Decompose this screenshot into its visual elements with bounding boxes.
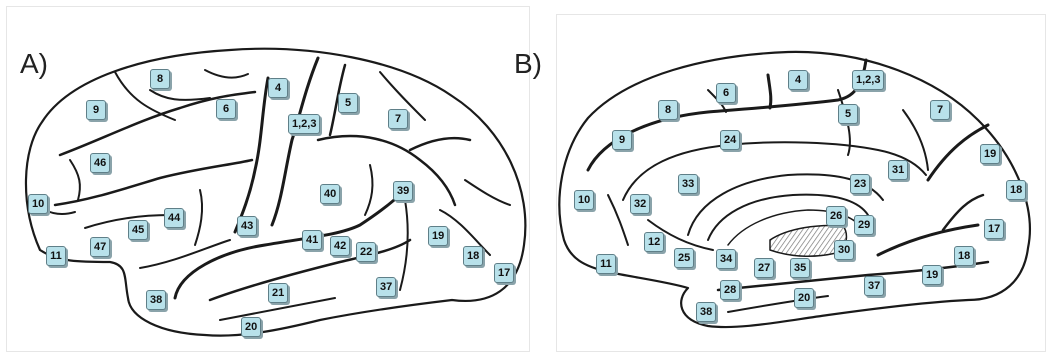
area-label-10: 10 (574, 190, 595, 210)
area-label-6: 6 (716, 83, 736, 103)
area-label-30: 30 (834, 240, 855, 260)
area-label-6: 6 (216, 99, 236, 119)
area-label-4: 4 (788, 70, 808, 90)
area-label-21: 21 (268, 283, 289, 303)
panel-a-label: A) (20, 48, 48, 79)
area-label-8: 8 (658, 100, 678, 120)
area-label-19b: 19 (922, 265, 943, 285)
panel-b-label: B) (514, 48, 542, 79)
area-label-29: 29 (854, 215, 875, 235)
area-label-20: 20 (794, 288, 815, 308)
area-label-4: 4 (268, 78, 288, 98)
lateral-brain-outline (24, 47, 527, 337)
area-label-42: 42 (330, 236, 351, 256)
area-label-37: 37 (376, 277, 397, 297)
area-label-24: 24 (720, 130, 741, 150)
area-label-27: 27 (754, 258, 775, 278)
area-label-35: 35 (790, 258, 811, 278)
area-label-47: 47 (90, 237, 111, 257)
area-label-40: 40 (320, 184, 341, 204)
area-label-5: 5 (338, 93, 358, 113)
area-label-17: 17 (984, 219, 1005, 239)
panel-a-frame (6, 6, 530, 352)
area-label-32: 32 (630, 194, 651, 214)
area-label-10: 10 (28, 194, 49, 214)
panel-b-medial-view: B) (514, 0, 1048, 354)
area-label-41: 41 (302, 230, 323, 250)
area-label-38: 38 (696, 302, 717, 322)
area-label-18: 18 (463, 246, 484, 266)
panel-b-frame (556, 14, 1046, 352)
area-label-1-2-3: 1,2,3 (852, 70, 885, 90)
area-label-1-2-3: 1,2,3 (288, 114, 321, 134)
panel-a-lateral-view: A) (6, 6, 530, 352)
area-label-18: 18 (1006, 180, 1027, 200)
area-label-34: 34 (716, 249, 737, 269)
area-label-38: 38 (146, 290, 167, 310)
area-label-8: 8 (150, 69, 170, 89)
area-label-26: 26 (826, 206, 847, 226)
area-label-11: 11 (46, 246, 66, 266)
area-label-44: 44 (164, 208, 185, 228)
medial-brain-outline (558, 50, 1031, 329)
area-label-19: 19 (980, 144, 1001, 164)
area-label-12: 12 (644, 232, 665, 252)
area-label-23: 23 (850, 174, 871, 194)
area-label-28: 28 (720, 280, 741, 300)
area-label-45: 45 (128, 220, 149, 240)
area-label-18b: 18 (954, 246, 975, 266)
area-label-7: 7 (930, 100, 950, 120)
area-label-33: 33 (678, 174, 699, 194)
area-label-9: 9 (612, 130, 632, 150)
area-label-22: 22 (356, 242, 377, 262)
area-label-5: 5 (838, 104, 858, 124)
area-label-39: 39 (393, 181, 414, 201)
area-label-25: 25 (674, 248, 695, 268)
area-label-17: 17 (494, 263, 515, 283)
area-label-19: 19 (428, 226, 449, 246)
area-label-7: 7 (388, 109, 408, 129)
area-label-46: 46 (90, 153, 111, 173)
area-label-31: 31 (888, 160, 909, 180)
area-label-9: 9 (86, 100, 106, 120)
area-label-11: 11 (596, 254, 616, 274)
area-label-20: 20 (241, 317, 262, 337)
area-label-37: 37 (864, 276, 885, 296)
area-label-43: 43 (237, 216, 258, 236)
